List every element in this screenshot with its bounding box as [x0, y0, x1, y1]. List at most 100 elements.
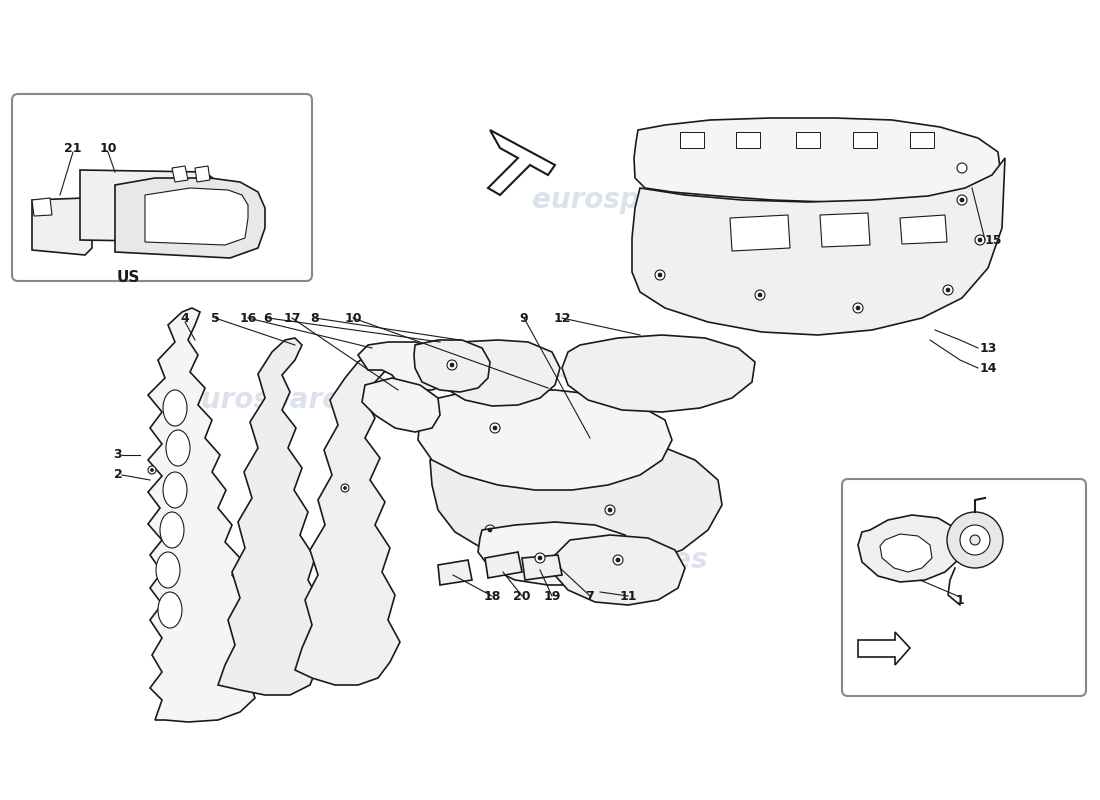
- Polygon shape: [552, 535, 685, 605]
- Text: 6: 6: [264, 311, 273, 325]
- Circle shape: [856, 306, 860, 310]
- Circle shape: [608, 508, 612, 512]
- Text: 1: 1: [956, 594, 965, 606]
- Circle shape: [485, 525, 495, 535]
- Circle shape: [613, 555, 623, 565]
- Circle shape: [490, 423, 500, 433]
- Circle shape: [341, 484, 349, 492]
- Polygon shape: [478, 522, 638, 585]
- Polygon shape: [32, 198, 92, 255]
- Text: eurospares: eurospares: [183, 386, 358, 414]
- Text: 4: 4: [180, 311, 189, 325]
- FancyBboxPatch shape: [842, 479, 1086, 696]
- Circle shape: [970, 535, 980, 545]
- Polygon shape: [485, 552, 522, 578]
- Polygon shape: [880, 534, 932, 572]
- Circle shape: [343, 486, 346, 490]
- Text: eurospares: eurospares: [532, 186, 707, 214]
- Circle shape: [605, 505, 615, 515]
- Circle shape: [148, 466, 156, 474]
- Polygon shape: [820, 213, 870, 247]
- Polygon shape: [358, 342, 450, 390]
- Circle shape: [654, 270, 666, 280]
- Circle shape: [943, 285, 953, 295]
- Circle shape: [450, 363, 454, 367]
- Polygon shape: [80, 170, 214, 242]
- Polygon shape: [858, 632, 910, 665]
- Ellipse shape: [163, 390, 187, 426]
- Polygon shape: [428, 340, 560, 406]
- Polygon shape: [900, 215, 947, 244]
- Circle shape: [960, 198, 964, 202]
- Polygon shape: [32, 198, 52, 216]
- Ellipse shape: [156, 552, 180, 588]
- Polygon shape: [414, 340, 490, 392]
- Text: 20: 20: [514, 590, 530, 602]
- Polygon shape: [910, 132, 934, 148]
- Text: 9: 9: [519, 311, 528, 325]
- Text: 19: 19: [543, 590, 561, 602]
- Polygon shape: [632, 158, 1005, 335]
- Polygon shape: [852, 132, 877, 148]
- Circle shape: [488, 528, 492, 532]
- Circle shape: [658, 273, 662, 277]
- Text: eurospares: eurospares: [183, 576, 358, 604]
- Text: 7: 7: [585, 590, 594, 602]
- Text: 8: 8: [310, 311, 319, 325]
- Text: 5: 5: [210, 311, 219, 325]
- Text: eurospares: eurospares: [532, 546, 707, 574]
- Polygon shape: [430, 438, 722, 568]
- Polygon shape: [418, 390, 672, 490]
- Polygon shape: [858, 515, 962, 582]
- Text: 13: 13: [980, 342, 998, 354]
- Polygon shape: [438, 560, 472, 585]
- Text: 16: 16: [240, 311, 256, 325]
- Circle shape: [960, 525, 990, 555]
- Circle shape: [947, 512, 1003, 568]
- Text: 10: 10: [99, 142, 117, 154]
- Text: 2: 2: [113, 469, 122, 482]
- Text: 14: 14: [980, 362, 998, 374]
- Circle shape: [447, 360, 456, 370]
- Polygon shape: [145, 188, 248, 245]
- Polygon shape: [634, 118, 1000, 202]
- FancyBboxPatch shape: [12, 94, 312, 281]
- Polygon shape: [736, 132, 760, 148]
- Ellipse shape: [160, 512, 184, 548]
- Circle shape: [957, 195, 967, 205]
- Circle shape: [957, 163, 967, 173]
- Circle shape: [151, 469, 154, 471]
- Polygon shape: [116, 178, 265, 258]
- Text: 17: 17: [284, 311, 300, 325]
- Polygon shape: [488, 130, 556, 195]
- Text: eurospares: eurospares: [532, 356, 707, 384]
- Polygon shape: [562, 335, 755, 412]
- Ellipse shape: [166, 430, 190, 466]
- Text: 11: 11: [619, 590, 637, 602]
- Ellipse shape: [158, 592, 182, 628]
- Circle shape: [616, 558, 620, 562]
- Circle shape: [755, 290, 764, 300]
- Polygon shape: [522, 555, 562, 580]
- Text: 10: 10: [344, 311, 362, 325]
- Polygon shape: [362, 378, 440, 432]
- Circle shape: [975, 235, 984, 245]
- Text: US: US: [117, 270, 140, 286]
- Circle shape: [978, 238, 982, 242]
- Text: 3: 3: [113, 449, 122, 462]
- Circle shape: [758, 293, 762, 297]
- Text: 18: 18: [483, 590, 500, 602]
- Text: 12: 12: [553, 311, 571, 325]
- Polygon shape: [218, 338, 324, 695]
- Polygon shape: [148, 308, 255, 722]
- Text: 15: 15: [984, 234, 1002, 246]
- Ellipse shape: [163, 472, 187, 508]
- Polygon shape: [730, 215, 790, 251]
- Text: 21: 21: [64, 142, 81, 154]
- Polygon shape: [295, 348, 400, 685]
- Circle shape: [535, 553, 544, 563]
- Polygon shape: [680, 132, 704, 148]
- Circle shape: [946, 288, 950, 292]
- Polygon shape: [796, 132, 820, 148]
- Circle shape: [493, 426, 497, 430]
